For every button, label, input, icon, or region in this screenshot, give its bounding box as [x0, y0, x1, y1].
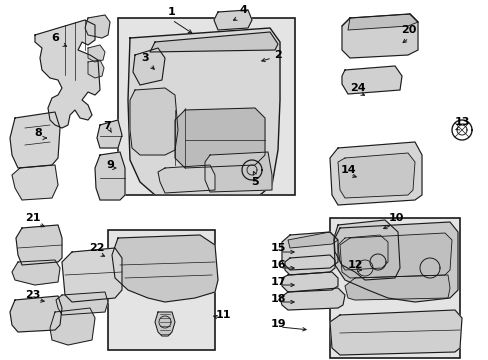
Text: 20: 20	[401, 25, 416, 35]
Text: 16: 16	[270, 260, 285, 270]
Text: 19: 19	[270, 319, 285, 329]
Text: 5: 5	[251, 177, 258, 187]
Text: 6: 6	[51, 33, 59, 43]
Polygon shape	[88, 45, 105, 62]
Text: 22: 22	[89, 243, 104, 253]
Polygon shape	[62, 248, 122, 302]
Polygon shape	[35, 20, 100, 128]
Text: 3: 3	[141, 53, 148, 63]
Polygon shape	[337, 153, 414, 198]
Polygon shape	[85, 15, 110, 38]
Polygon shape	[345, 275, 449, 300]
Polygon shape	[339, 233, 451, 278]
Text: 21: 21	[25, 213, 41, 223]
Text: 7: 7	[103, 121, 111, 131]
Polygon shape	[16, 225, 62, 265]
Polygon shape	[112, 235, 218, 302]
Polygon shape	[175, 108, 264, 168]
Polygon shape	[333, 222, 457, 302]
Text: 12: 12	[346, 260, 362, 270]
Polygon shape	[214, 10, 251, 30]
Polygon shape	[329, 142, 421, 205]
Polygon shape	[97, 120, 122, 148]
Text: 15: 15	[270, 243, 285, 253]
Polygon shape	[133, 48, 164, 85]
Polygon shape	[282, 232, 337, 270]
Polygon shape	[12, 165, 58, 200]
Polygon shape	[95, 152, 125, 200]
Polygon shape	[56, 292, 108, 315]
Text: 11: 11	[215, 310, 230, 320]
Polygon shape	[341, 66, 401, 94]
Text: 14: 14	[340, 165, 355, 175]
Polygon shape	[329, 310, 461, 355]
Polygon shape	[341, 14, 417, 58]
Polygon shape	[158, 165, 215, 193]
Polygon shape	[128, 28, 280, 195]
Text: 8: 8	[34, 128, 42, 138]
Bar	[108, 230, 215, 350]
Polygon shape	[282, 272, 337, 292]
Polygon shape	[150, 32, 278, 52]
Polygon shape	[10, 296, 62, 332]
Polygon shape	[50, 308, 95, 345]
Polygon shape	[347, 14, 417, 30]
Bar	[118, 18, 294, 195]
Text: 10: 10	[387, 213, 403, 223]
Text: 24: 24	[349, 83, 365, 93]
Text: 2: 2	[274, 50, 281, 60]
Text: 4: 4	[239, 5, 246, 15]
Polygon shape	[337, 235, 387, 270]
Text: 9: 9	[106, 160, 114, 170]
Polygon shape	[88, 60, 104, 78]
Text: 17: 17	[270, 277, 285, 287]
Polygon shape	[287, 232, 337, 248]
Polygon shape	[204, 152, 271, 192]
Text: 13: 13	[453, 117, 469, 127]
Text: 18: 18	[270, 294, 285, 304]
Polygon shape	[155, 312, 175, 336]
Bar	[329, 218, 459, 358]
Polygon shape	[285, 255, 334, 275]
Text: 23: 23	[25, 290, 41, 300]
Polygon shape	[12, 260, 60, 285]
Polygon shape	[10, 112, 60, 168]
Polygon shape	[333, 220, 399, 280]
Polygon shape	[130, 88, 178, 155]
Text: 1: 1	[168, 7, 176, 17]
Polygon shape	[280, 288, 345, 310]
